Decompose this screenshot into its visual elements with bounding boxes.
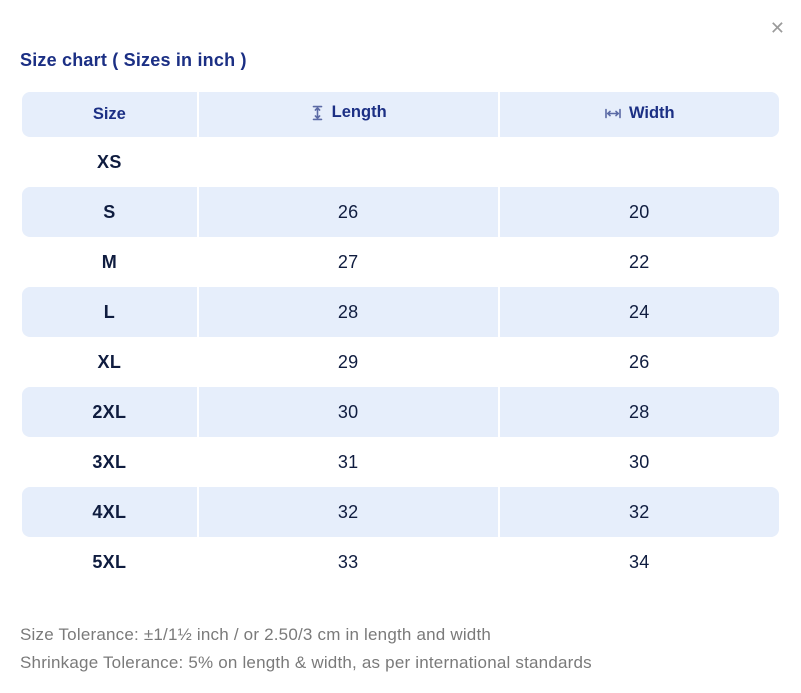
table-header-row: Size Length bbox=[22, 92, 779, 137]
size-cell: L bbox=[22, 287, 197, 337]
width-cell: 20 bbox=[499, 187, 779, 237]
width-cell: 30 bbox=[629, 451, 650, 472]
size-cell: 4XL bbox=[22, 487, 197, 537]
length-cell: 27 bbox=[337, 251, 359, 272]
width-cell: 26 bbox=[629, 351, 650, 372]
width-cell: 24 bbox=[499, 287, 779, 337]
column-label-length: Length bbox=[331, 103, 387, 122]
table-row: 5XL 33 34 bbox=[22, 537, 779, 587]
width-cell: 28 bbox=[499, 387, 779, 437]
size-cell: XL bbox=[97, 351, 122, 372]
shrinkage-tolerance-note: Shrinkage Tolerance: 5% on length & widt… bbox=[20, 653, 592, 672]
column-label-width: Width bbox=[628, 103, 675, 122]
size-cell: S bbox=[22, 187, 197, 237]
close-icon[interactable]: ✕ bbox=[769, 18, 785, 39]
table-row: XS bbox=[22, 137, 779, 187]
size-cell: XS bbox=[97, 151, 122, 172]
length-cell bbox=[199, 137, 498, 187]
size-chart-table: Size Length bbox=[20, 92, 781, 587]
length-cell: 28 bbox=[198, 287, 498, 337]
length-cell: 26 bbox=[198, 187, 498, 237]
size-table-body: XS S 26 20 M 27 22 L 28 24 XL 29 26 2XL 30 28 3XL 31 30 4XL… bbox=[22, 137, 779, 587]
size-cell: M bbox=[101, 251, 117, 272]
size-cell: 5XL bbox=[92, 551, 127, 572]
width-icon bbox=[605, 108, 621, 118]
table-row: 4XL 32 32 bbox=[22, 487, 779, 537]
tolerance-notes: Size Tolerance: ±1/1½ inch / or 2.50/3 c… bbox=[20, 621, 781, 677]
width-cell bbox=[500, 137, 779, 187]
table-row: L 28 24 bbox=[22, 287, 779, 337]
size-cell: 3XL bbox=[92, 451, 127, 472]
length-cell: 30 bbox=[198, 387, 498, 437]
size-tolerance-note: Size Tolerance: ±1/1½ inch / or 2.50/3 c… bbox=[20, 625, 492, 644]
column-header-size: Size bbox=[22, 92, 197, 137]
table-row: S 26 20 bbox=[22, 187, 779, 237]
length-cell: 33 bbox=[337, 551, 359, 572]
column-header-length: Length bbox=[198, 92, 498, 137]
length-cell: 29 bbox=[337, 351, 359, 372]
column-label-size: Size bbox=[92, 105, 126, 123]
page-title: Size chart ( Sizes in inch ) bbox=[20, 50, 247, 70]
table-row: XL 29 26 bbox=[22, 337, 779, 387]
width-cell: 22 bbox=[629, 251, 650, 272]
length-cell: 32 bbox=[198, 487, 498, 537]
size-cell: 2XL bbox=[22, 387, 197, 437]
table-row: 3XL 31 30 bbox=[22, 437, 779, 487]
table-row: 2XL 30 28 bbox=[22, 387, 779, 437]
width-cell: 34 bbox=[629, 551, 650, 572]
length-icon bbox=[312, 105, 322, 120]
table-row: M 27 22 bbox=[22, 237, 779, 287]
column-header-width: Width bbox=[499, 92, 779, 137]
width-cell: 32 bbox=[499, 487, 779, 537]
length-cell: 31 bbox=[337, 451, 359, 472]
